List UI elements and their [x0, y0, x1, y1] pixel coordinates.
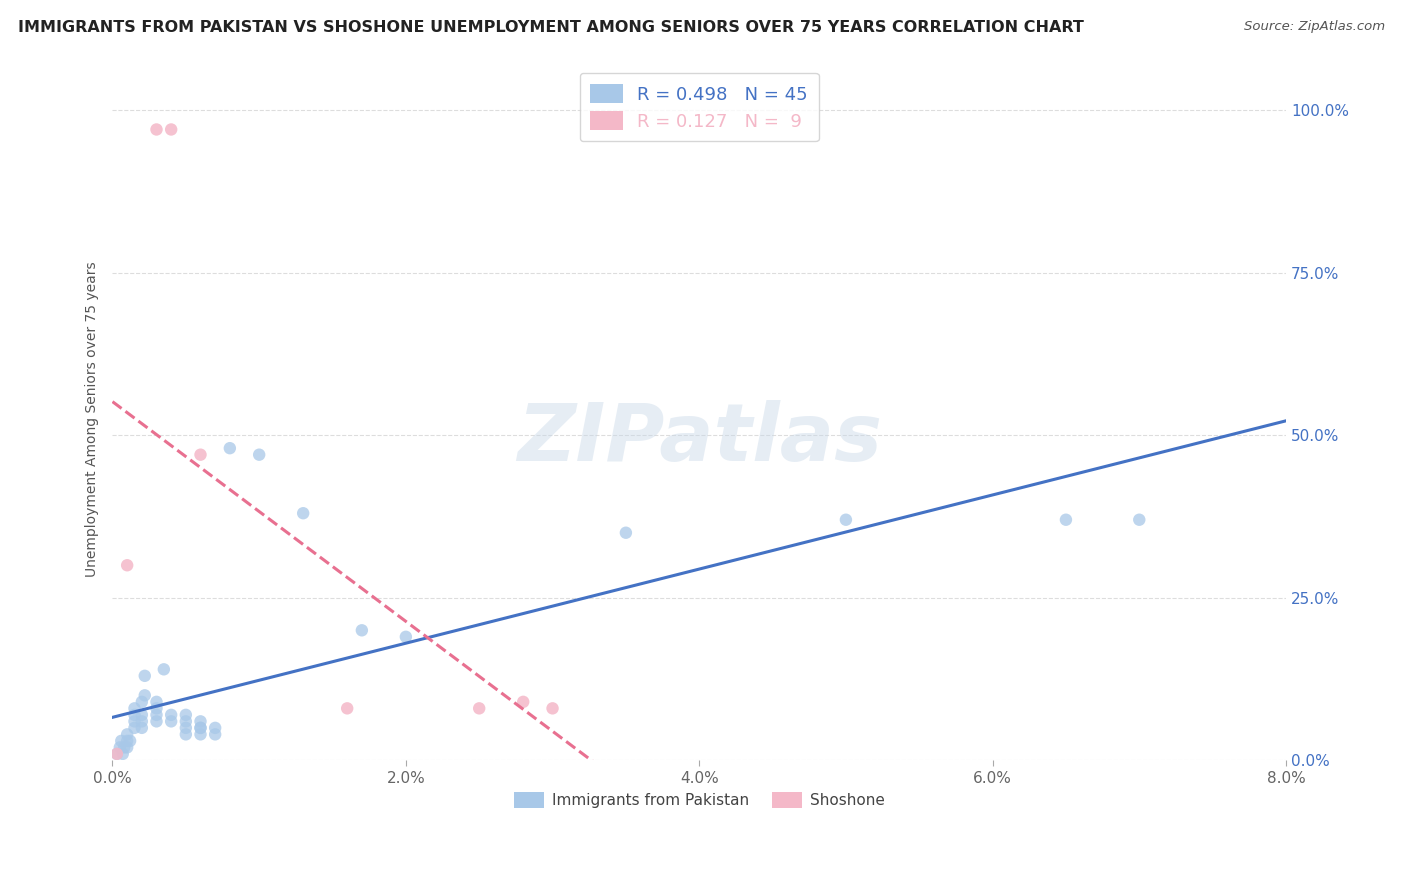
Point	[204, 727, 226, 741]
Point	[160, 707, 183, 722]
Point	[174, 714, 197, 729]
Point	[190, 448, 212, 462]
Point	[190, 721, 212, 735]
Point	[174, 727, 197, 741]
Point	[131, 714, 153, 729]
Text: Source: ZipAtlas.com: Source: ZipAtlas.com	[1244, 20, 1385, 33]
Point	[190, 714, 212, 729]
Point	[131, 721, 153, 735]
Point	[131, 707, 153, 722]
Point	[115, 740, 138, 755]
Point	[174, 721, 197, 735]
Point	[614, 525, 637, 540]
Point	[115, 734, 138, 748]
Text: ZIPatlas: ZIPatlas	[517, 401, 882, 478]
Point	[153, 662, 176, 676]
Point	[145, 714, 167, 729]
Point	[160, 122, 183, 136]
Point	[512, 695, 534, 709]
Point	[1128, 513, 1150, 527]
Point	[124, 707, 146, 722]
Point	[115, 558, 138, 573]
Text: IMMIGRANTS FROM PAKISTAN VS SHOSHONE UNEMPLOYMENT AMONG SENIORS OVER 75 YEARS CO: IMMIGRANTS FROM PAKISTAN VS SHOSHONE UNE…	[18, 20, 1084, 35]
Point	[190, 721, 212, 735]
Point	[110, 734, 132, 748]
Point	[145, 695, 167, 709]
Point	[111, 747, 134, 761]
Point	[145, 707, 167, 722]
Point	[350, 624, 373, 638]
Point	[112, 740, 135, 755]
Point	[124, 701, 146, 715]
Point	[218, 441, 240, 455]
Point	[336, 701, 359, 715]
Point	[541, 701, 564, 715]
Point	[145, 122, 167, 136]
Point	[124, 714, 146, 729]
Point	[115, 727, 138, 741]
Point	[190, 727, 212, 741]
Legend: Immigrants from Pakistan, Shoshone: Immigrants from Pakistan, Shoshone	[508, 786, 891, 814]
Point	[204, 721, 226, 735]
Point	[292, 506, 315, 520]
Point	[108, 740, 131, 755]
Point	[105, 747, 128, 761]
Point	[134, 669, 156, 683]
Point	[120, 734, 142, 748]
Point	[131, 695, 153, 709]
Y-axis label: Unemployment Among Seniors over 75 years: Unemployment Among Seniors over 75 years	[86, 261, 100, 577]
Point	[835, 513, 858, 527]
Point	[468, 701, 491, 715]
Point	[105, 747, 128, 761]
Point	[174, 707, 197, 722]
Point	[1054, 513, 1077, 527]
Point	[145, 701, 167, 715]
Point	[395, 630, 418, 644]
Point	[134, 689, 156, 703]
Point	[247, 448, 270, 462]
Point	[124, 721, 146, 735]
Point	[160, 714, 183, 729]
